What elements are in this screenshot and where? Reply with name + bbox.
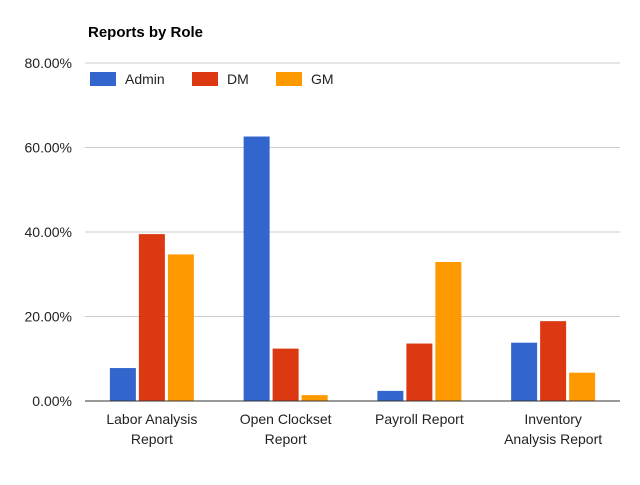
legend-label-gm: GM — [311, 71, 334, 87]
x-tick-label: Inventory Analysis Report — [504, 411, 602, 447]
x-tick-label: Payroll Report — [375, 411, 464, 427]
legend-swatch-gm — [276, 72, 302, 86]
bar-gm-3 — [435, 261, 462, 401]
gridlines — [85, 62, 620, 317]
y-tick-label: 40.00% — [25, 224, 72, 240]
y-tick-label: 60.00% — [25, 140, 72, 156]
bar-dm-1 — [138, 234, 165, 401]
bar-dm-4 — [540, 321, 567, 401]
legend-label-admin: Admin — [125, 71, 165, 87]
y-tick-label: 80.00% — [25, 55, 72, 71]
legend-swatch-admin — [90, 72, 116, 86]
bar-dm-3 — [406, 343, 433, 401]
y-tick-label: 20.00% — [25, 309, 72, 325]
bar-admin-4 — [511, 342, 538, 401]
x-tick-label: Open Clockset Report — [240, 411, 332, 447]
legend-swatch-dm — [192, 72, 218, 86]
bar-gm-4 — [569, 372, 596, 401]
legend-label-dm: DM — [227, 71, 249, 87]
y-tick-label: 0.00% — [32, 393, 72, 409]
bar-gm-2 — [301, 395, 328, 401]
chart-title: Reports by Role — [88, 24, 203, 41]
bar-dm-2 — [272, 348, 299, 401]
bar-admin-3 — [377, 390, 404, 401]
bar-admin-1 — [109, 368, 136, 401]
legend: Admin DM GM — [90, 71, 334, 87]
x-tick-label: Labor Analysis Report — [106, 411, 197, 447]
bar-admin-2 — [243, 136, 270, 401]
bars — [109, 136, 596, 401]
axes: 0.00% 20.00% 40.00% 60.00% 80.00% Labor Analy… — [25, 55, 620, 447]
bar-gm-1 — [167, 254, 194, 401]
